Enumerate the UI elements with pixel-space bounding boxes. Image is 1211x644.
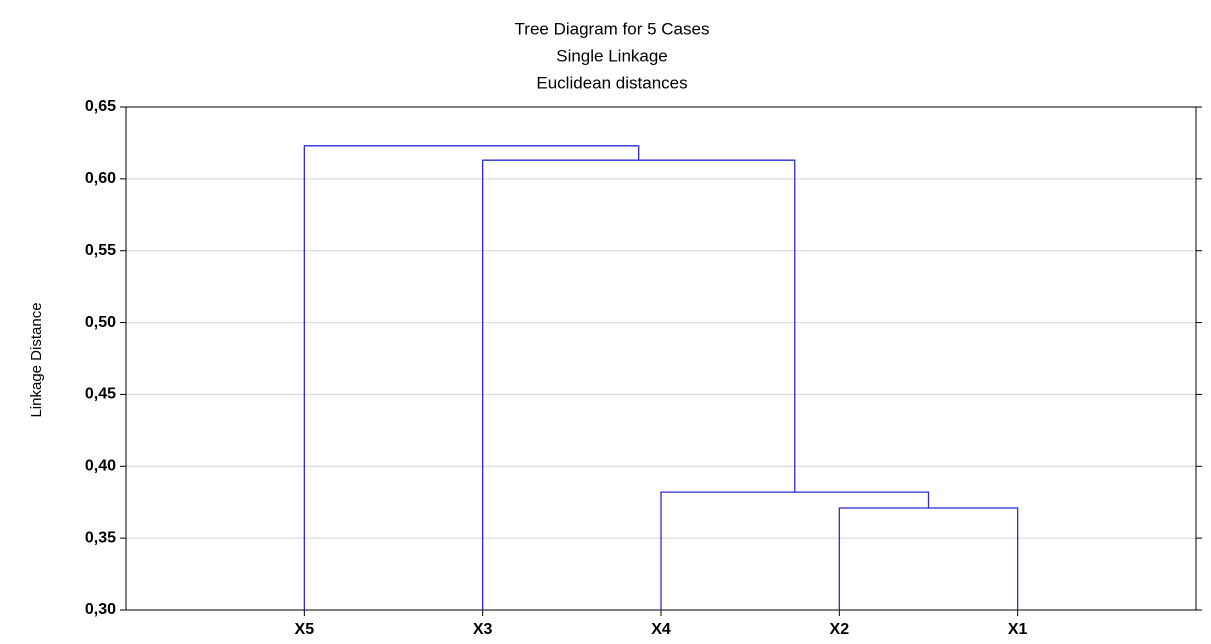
chart-subtitle: Euclidean distances <box>536 73 687 92</box>
y-tick-label: 0,40 <box>85 458 116 475</box>
dendrogram-link <box>660 491 930 610</box>
y-tick-label: 0,35 <box>85 529 116 546</box>
dendrogram-link <box>482 159 796 610</box>
x-tick-label: X2 <box>830 621 850 638</box>
y-tick-label: 0,30 <box>85 601 116 618</box>
dendrogram-link <box>303 145 640 610</box>
chart-title: Tree Diagram for 5 Cases <box>515 19 710 38</box>
x-tick-label: X5 <box>295 621 315 638</box>
y-tick-label: 0,65 <box>85 98 116 115</box>
y-tick-label: 0,55 <box>85 242 116 259</box>
x-tick-label: X3 <box>473 621 493 638</box>
y-axis-label: Linkage Distance <box>28 302 45 417</box>
y-tick-label: 0,45 <box>85 386 116 403</box>
chart-subtitle: Single Linkage <box>556 46 668 65</box>
x-tick-label: X1 <box>1008 621 1028 638</box>
y-tick-label: 0,60 <box>85 170 116 187</box>
x-tick-label: X4 <box>651 621 671 638</box>
dendrogram-link <box>838 507 1019 610</box>
y-tick-label: 0,50 <box>85 314 116 331</box>
